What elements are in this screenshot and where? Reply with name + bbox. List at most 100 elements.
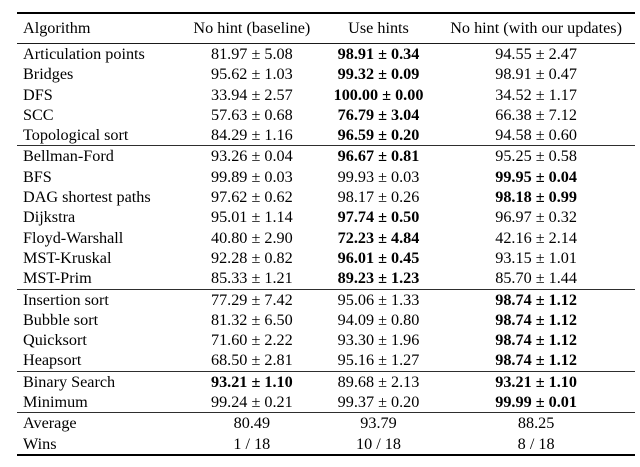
value-cell: 97.74 ± 0.50 [337, 208, 420, 227]
table-row: Articulation points 81.97 ± 5.08 98.91 ± 0… [17, 44, 635, 65]
value-cell: 40.80 ± 2.90 [210, 228, 293, 247]
table-row: Insertion sort 77.29 ± 7.42 95.06 ± 1.33 98… [17, 289, 635, 310]
algorithm-cell: Heapsort [23, 351, 82, 370]
table-row: Bridges 95.62 ± 1.03 99.32 ± 0.09 98.91 ± 0… [17, 64, 635, 84]
value-cell: 99.89 ± 0.03 [210, 167, 293, 186]
value-cell: 93.26 ± 0.04 [210, 147, 293, 166]
table-row: SCC 57.63 ± 0.68 76.79 ± 3.04 66.38 ± 7.12 [17, 105, 635, 125]
algorithm-cell: Bellman-Ford [23, 147, 114, 166]
table-row: Wins 1 / 18 10 / 18 8 / 18 [17, 434, 635, 455]
value-cell: 95.01 ± 1.14 [210, 208, 293, 227]
table-section-2: Bellman-Ford 93.26 ± 0.04 96.67 ± 0.81 95.2… [17, 145, 635, 289]
table-row: Minimum 99.24 ± 0.21 99.37 ± 0.20 99.99 ± 0… [17, 392, 635, 413]
table-row: Quicksort 71.60 ± 2.22 93.30 ± 1.96 98.74 ±… [17, 330, 635, 350]
table-row: Bubble sort 81.32 ± 6.50 94.09 ± 0.80 98.74… [17, 310, 635, 330]
algorithm-cell: Bubble sort [23, 310, 99, 329]
table-row: MST-Kruskal 92.28 ± 0.82 96.01 ± 0.45 93.15… [17, 248, 635, 268]
value-cell: 100.00 ± 0.00 [333, 85, 424, 104]
algorithm-cell: SCC [23, 105, 54, 124]
value-cell: 1 / 18 [233, 434, 271, 453]
value-cell: 96.01 ± 0.45 [337, 248, 420, 267]
value-cell: 81.32 ± 6.50 [210, 310, 293, 329]
value-cell: 95.06 ± 1.33 [337, 290, 420, 309]
value-cell: 99.93 ± 0.03 [337, 167, 420, 186]
value-cell: 94.58 ± 0.60 [495, 126, 577, 145]
value-cell: 77.29 ± 7.42 [210, 290, 293, 309]
algorithm-cell: Articulation points [23, 45, 145, 63]
algorithm-cell: DAG shortest paths [23, 188, 151, 207]
value-cell: 85.70 ± 1.44 [495, 269, 577, 288]
header-use-hints: Use hints [348, 19, 409, 37]
value-cell: 98.18 ± 0.99 [495, 188, 577, 207]
value-cell: 94.55 ± 2.47 [495, 45, 577, 63]
value-cell: 98.74 ± 1.12 [495, 310, 577, 329]
table-section-5: Average 80.49 93.79 88.25 Wins 1 / 18 10 / 18 8… [17, 412, 635, 455]
value-cell: 10 / 18 [356, 434, 401, 453]
table-section-4: Binary Search 93.21 ± 1.10 89.68 ± 2.13 93.… [17, 371, 635, 413]
value-cell: 88.25 [517, 414, 555, 433]
value-cell: 81.97 ± 5.08 [210, 45, 293, 63]
table-row: MST-Prim 85.33 ± 1.21 89.23 ± 1.23 85.70 ± … [17, 268, 635, 289]
table-row: DAG shortest paths 97.62 ± 0.62 98.17 ± 0.… [17, 187, 635, 207]
value-cell: 98.91 ± 0.34 [337, 45, 420, 63]
value-cell: 80.49 [233, 414, 271, 433]
value-cell: 76.79 ± 3.04 [337, 105, 420, 124]
algorithm-cell: Average [23, 414, 77, 433]
algorithm-cell: BFS [23, 167, 52, 186]
table-row: Topological sort 84.29 ± 1.16 96.59 ± 0.20… [17, 125, 635, 146]
value-cell: 42.16 ± 2.14 [495, 228, 577, 247]
value-cell: 93.21 ± 1.10 [210, 372, 293, 391]
value-cell: 33.94 ± 2.57 [210, 85, 293, 104]
value-cell: 98.74 ± 1.12 [495, 331, 577, 350]
table-row: Average 80.49 93.79 88.25 [17, 413, 635, 434]
value-cell: 92.28 ± 0.82 [210, 248, 293, 267]
value-cell: 98.74 ± 1.12 [495, 351, 577, 370]
value-cell: 93.15 ± 1.01 [495, 248, 577, 267]
value-cell: 99.32 ± 0.09 [337, 65, 420, 84]
value-cell: 98.91 ± 0.47 [495, 65, 577, 84]
value-cell: 66.38 ± 7.12 [495, 105, 577, 124]
value-cell: 68.50 ± 2.81 [210, 351, 293, 370]
algorithm-cell: MST-Prim [23, 269, 92, 288]
header-algorithm: Algorithm [23, 19, 91, 37]
value-cell: 95.25 ± 0.58 [495, 147, 577, 166]
value-cell: 57.63 ± 0.68 [210, 105, 293, 124]
table-section-1: Articulation points 81.97 ± 5.08 98.91 ± 0… [17, 43, 635, 146]
value-cell: 85.33 ± 1.21 [210, 269, 293, 288]
value-cell: 89.68 ± 2.13 [337, 372, 420, 391]
value-cell: 8 / 18 [517, 434, 555, 453]
algorithm-cell: Quicksort [23, 331, 87, 350]
value-cell: 98.74 ± 1.12 [495, 290, 577, 309]
table-row: Bellman-Ford 93.26 ± 0.04 96.67 ± 0.81 95.2… [17, 146, 635, 167]
value-cell: 98.17 ± 0.26 [337, 188, 420, 207]
algorithm-cell: MST-Kruskal [23, 248, 112, 267]
value-cell: 97.62 ± 0.62 [210, 188, 293, 207]
value-cell: 93.30 ± 1.96 [337, 331, 420, 350]
table-row: Floyd-Warshall 40.80 ± 2.90 72.23 ± 4.84 42… [17, 228, 635, 248]
table-row: BFS 99.89 ± 0.03 99.93 ± 0.03 99.95 ± 0.04 [17, 167, 635, 187]
algorithm-cell: Wins [23, 434, 57, 453]
table-row: DFS 33.94 ± 2.57 100.00 ± 0.00 34.52 ± 1.17 [17, 85, 635, 105]
value-cell: 95.16 ± 1.27 [337, 351, 420, 370]
table-header: Algorithm No hint (baseline) Use hints N… [17, 13, 635, 44]
algorithm-cell: Dijkstra [23, 208, 76, 227]
header-no-hint-updates: No hint (with our updates) [450, 19, 622, 37]
value-cell: 93.21 ± 1.10 [495, 372, 577, 391]
table-row: Binary Search 93.21 ± 1.10 89.68 ± 2.13 93.… [17, 371, 635, 392]
value-cell: 96.97 ± 0.32 [495, 208, 577, 227]
value-cell: 99.99 ± 0.01 [495, 393, 577, 412]
results-table: Algorithm No hint (baseline) Use hints N… [17, 12, 635, 456]
table-row: Dijkstra 95.01 ± 1.14 97.74 ± 0.50 96.97 ± … [17, 207, 635, 227]
table-section-3: Insertion sort 77.29 ± 7.42 95.06 ± 1.33 98… [17, 289, 635, 371]
algorithm-cell: Floyd-Warshall [23, 228, 124, 247]
algorithm-cell: Minimum [23, 393, 88, 412]
value-cell: 84.29 ± 1.16 [210, 126, 293, 145]
algorithm-cell: Bridges [23, 65, 74, 84]
header-no-hint-baseline: No hint (baseline) [193, 19, 311, 37]
value-cell: 99.37 ± 0.20 [337, 393, 420, 412]
algorithm-cell: Insertion sort [23, 290, 109, 309]
value-cell: 99.24 ± 0.21 [210, 393, 293, 412]
value-cell: 72.23 ± 4.84 [337, 228, 420, 247]
table-row: Heapsort 68.50 ± 2.81 95.16 ± 1.27 98.74 ± … [17, 350, 635, 371]
value-cell: 71.60 ± 2.22 [210, 331, 293, 350]
